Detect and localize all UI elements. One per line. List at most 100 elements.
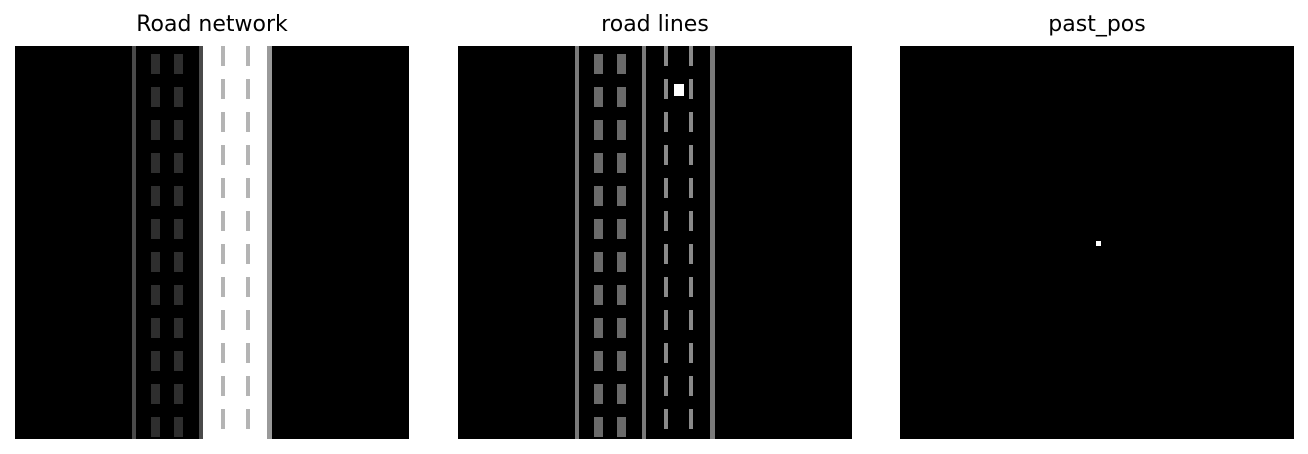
past-position-dot bbox=[1096, 241, 1101, 246]
lane-dash bbox=[617, 417, 626, 437]
lane-dash bbox=[594, 384, 603, 404]
lane-dash bbox=[617, 252, 626, 272]
lane-dash bbox=[617, 186, 626, 206]
lane-dash bbox=[246, 376, 250, 396]
lane-dash bbox=[221, 376, 225, 396]
lane-dash bbox=[689, 376, 693, 396]
lane-dash bbox=[689, 178, 693, 198]
panel-title-road-lines: road lines bbox=[601, 12, 709, 37]
lane-dash bbox=[689, 211, 693, 231]
lane-dash bbox=[174, 153, 183, 173]
lane-dash bbox=[594, 351, 603, 371]
lane-dash bbox=[151, 285, 160, 305]
lane-dash bbox=[174, 417, 183, 437]
lane-dash bbox=[594, 186, 603, 206]
lane-dash bbox=[664, 112, 668, 132]
lane-dash bbox=[151, 351, 160, 371]
road-lines-image bbox=[458, 46, 852, 439]
lane-dash bbox=[151, 219, 160, 239]
lane-dash bbox=[221, 409, 225, 429]
road-edge-line bbox=[267, 46, 272, 439]
past-pos-image bbox=[900, 46, 1294, 439]
lane-dash bbox=[664, 343, 668, 363]
road-network-raster bbox=[15, 46, 409, 439]
vehicle-marker bbox=[674, 84, 684, 96]
lane-dash bbox=[151, 54, 160, 74]
road-lines-raster bbox=[458, 46, 852, 439]
lane-dash bbox=[151, 186, 160, 206]
lane-dash bbox=[689, 244, 693, 264]
lane-dash bbox=[617, 120, 626, 140]
road-edge-line bbox=[199, 46, 203, 439]
lane-dash bbox=[151, 153, 160, 173]
lane-dash bbox=[246, 46, 250, 66]
lane-dash bbox=[174, 351, 183, 371]
lane-dash bbox=[221, 277, 225, 297]
lane-dash bbox=[221, 211, 225, 231]
past-pos-raster bbox=[900, 46, 1294, 439]
lane-dash bbox=[221, 112, 225, 132]
lane-dash bbox=[689, 46, 693, 66]
lane-dash bbox=[246, 211, 250, 231]
lane-dash bbox=[221, 46, 225, 66]
lane-dash bbox=[174, 219, 183, 239]
lane-dash bbox=[246, 79, 250, 99]
panel-title-road-network: Road network bbox=[136, 12, 288, 37]
lane-dash bbox=[617, 285, 626, 305]
lane-dash bbox=[246, 343, 250, 363]
lane-dash bbox=[689, 409, 693, 429]
lane-dash bbox=[617, 318, 626, 338]
lane-dash bbox=[246, 145, 250, 165]
lane-dash bbox=[664, 211, 668, 231]
lane-dash bbox=[174, 384, 183, 404]
lane-dash bbox=[151, 384, 160, 404]
lane-dash bbox=[664, 79, 668, 99]
lane-dash bbox=[221, 79, 225, 99]
road-line bbox=[575, 46, 579, 439]
lane-dash bbox=[246, 310, 250, 330]
lane-dash bbox=[174, 54, 183, 74]
lane-dash bbox=[221, 178, 225, 198]
lane-dash bbox=[664, 46, 668, 66]
road-line bbox=[710, 46, 715, 439]
lane-dash bbox=[221, 145, 225, 165]
lane-dash bbox=[594, 285, 603, 305]
lane-dash bbox=[174, 87, 183, 107]
lane-dash bbox=[617, 87, 626, 107]
lane-dash bbox=[174, 120, 183, 140]
road-line bbox=[642, 46, 646, 439]
lane-dash bbox=[594, 252, 603, 272]
lane-dash bbox=[594, 54, 603, 74]
lane-dash bbox=[689, 145, 693, 165]
lane-dash bbox=[246, 112, 250, 132]
lane-dash bbox=[689, 79, 693, 99]
lane-dash bbox=[594, 219, 603, 239]
lane-dash bbox=[664, 409, 668, 429]
lane-dash bbox=[689, 310, 693, 330]
lane-dash bbox=[617, 219, 626, 239]
road-network-image bbox=[15, 46, 409, 439]
lane-dash bbox=[174, 252, 183, 272]
lane-dash bbox=[151, 417, 160, 437]
lane-dash bbox=[151, 318, 160, 338]
lane-dash bbox=[246, 178, 250, 198]
lane-dash bbox=[617, 153, 626, 173]
lane-dash bbox=[246, 409, 250, 429]
lane-dash bbox=[221, 244, 225, 264]
lane-dash bbox=[689, 277, 693, 297]
lane-dash bbox=[689, 112, 693, 132]
lane-dash bbox=[664, 277, 668, 297]
lane-dash bbox=[664, 244, 668, 264]
lane-dash bbox=[617, 351, 626, 371]
lane-dash bbox=[664, 178, 668, 198]
road-surface bbox=[203, 46, 269, 439]
lane-dash bbox=[617, 384, 626, 404]
lane-dash bbox=[151, 87, 160, 107]
lane-dash bbox=[174, 285, 183, 305]
lane-dash bbox=[594, 417, 603, 437]
lane-dash bbox=[594, 120, 603, 140]
lane-dash bbox=[594, 318, 603, 338]
lane-dash bbox=[174, 186, 183, 206]
lane-dash bbox=[689, 343, 693, 363]
panel-title-past-pos: past_pos bbox=[1048, 12, 1146, 37]
